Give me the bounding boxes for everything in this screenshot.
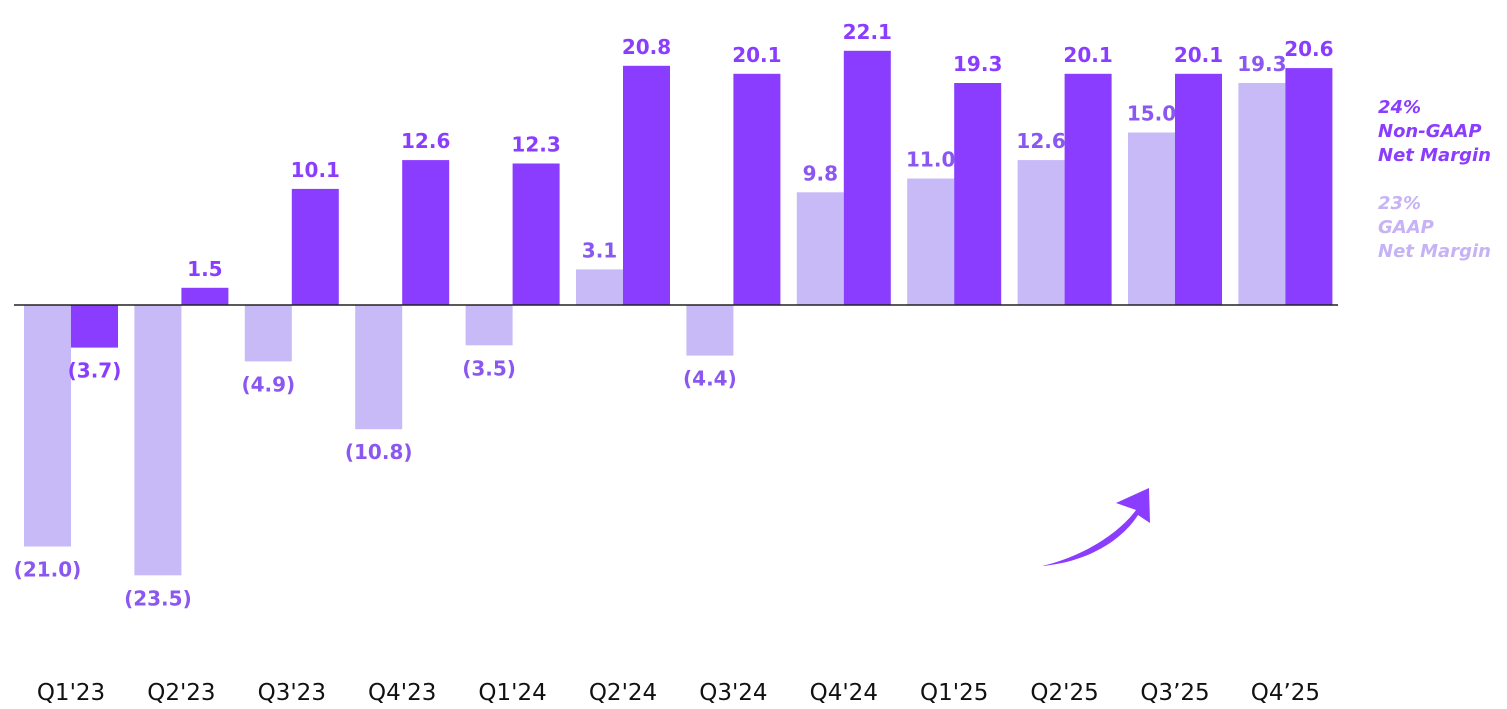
gaap-bar: [796, 192, 844, 305]
non-gaap-bar: [402, 160, 450, 305]
gaap-value-label: (4.4): [683, 367, 737, 391]
non-gaap-bar: [291, 188, 339, 305]
category-label: Q3’25: [1140, 680, 1209, 706]
category-label: Q1'24: [478, 680, 546, 706]
category-label: Q2'24: [589, 680, 657, 706]
gaap-bar: [1128, 132, 1175, 305]
gaap-bar: [576, 269, 623, 305]
gaap-value-label: 9.8: [803, 161, 838, 185]
category-label: Q2'23: [147, 680, 215, 706]
non-gaap-value-label: 20.8: [622, 35, 671, 59]
legend-non-gaap-percent: 24%: [1378, 97, 1421, 118]
non-gaap-bar: [71, 305, 118, 348]
gaap-value-label: 3.1: [582, 238, 617, 262]
non-gaap-value-label: 22.1: [843, 20, 892, 44]
non-gaap-value-label: 10.1: [291, 158, 340, 182]
non-gaap-bar: [512, 163, 560, 305]
gaap-value-label: 19.3: [1237, 52, 1286, 76]
non-gaap-bar: [843, 50, 891, 305]
gaap-bar: [1238, 83, 1286, 305]
category-label: Q3'24: [699, 680, 767, 706]
gaap-bar: [355, 305, 403, 430]
gaap-value-label: (23.5): [124, 586, 192, 610]
category-label: Q2'25: [1030, 680, 1098, 706]
non-gaap-value-label: 20.1: [732, 43, 781, 67]
legend: 24% Non-GAAP Net Margin 23% GAAP Net Mar…: [1378, 97, 1491, 262]
category-label: Q4'24: [810, 680, 878, 706]
gaap-value-label: 11.0: [906, 148, 955, 172]
gaap-bar: [134, 305, 182, 576]
non-gaap-bar: [1285, 68, 1333, 305]
non-gaap-bar: [954, 83, 1002, 305]
category-labels-group: Q1'23 Q2'23 Q3'23 Q4'23 Q1'24 Q2'24 Q3'24 Q4'24…: [37, 680, 1320, 706]
legend-non-gaap-line2: Net Margin: [1378, 145, 1491, 166]
gaap-value-label: (4.9): [241, 372, 295, 396]
non-gaap-value-label: 12.3: [511, 133, 560, 157]
non-gaap-bar: [1175, 73, 1222, 305]
non-gaap-value-label: 20.1: [1063, 43, 1112, 67]
non-gaap-bar: [733, 73, 781, 305]
legend-gaap-line1: GAAP: [1378, 217, 1434, 238]
non-gaap-value-label: (3.7): [68, 359, 122, 383]
non-gaap-value-label: 19.3: [953, 52, 1002, 76]
legend-gaap-line2: Net Margin: [1378, 241, 1491, 262]
category-label: Q4’25: [1251, 680, 1320, 706]
bars-group: [24, 50, 1333, 576]
gaap-bar: [465, 305, 513, 346]
category-label: Q1'25: [920, 680, 988, 706]
gaap-bar: [244, 305, 292, 362]
non-gaap-bar: [623, 65, 670, 305]
category-label: Q3'23: [258, 680, 326, 706]
gaap-value-label: 15.0: [1127, 102, 1176, 126]
non-gaap-bar: [1064, 73, 1112, 305]
value-labels-group: (21.0) (3.7) (23.5) 1.5 (4.9) 10.1 (10.8) 12.6 (…: [14, 20, 1334, 610]
non-gaap-value-label: 12.6: [401, 129, 450, 153]
non-gaap-value-label: 20.1: [1174, 43, 1223, 67]
non-gaap-value-label: 20.6: [1284, 37, 1333, 61]
category-label: Q4'23: [368, 680, 436, 706]
growth-arrow-icon: [1042, 488, 1150, 566]
category-label: Q1'23: [37, 680, 105, 706]
legend-non-gaap-line1: Non-GAAP: [1378, 121, 1482, 142]
gaap-value-label: (3.5): [462, 356, 516, 380]
non-gaap-bar: [181, 287, 229, 306]
legend-gaap-percent: 23%: [1378, 193, 1421, 214]
gaap-value-label: (21.0): [14, 558, 82, 582]
gaap-value-label: 12.6: [1016, 129, 1065, 153]
gaap-bar: [907, 178, 955, 305]
gaap-bar: [686, 305, 734, 356]
non-gaap-value-label: 1.5: [187, 257, 222, 281]
gaap-bar: [1017, 160, 1065, 305]
gaap-bar: [24, 305, 71, 547]
gaap-value-label: (10.8): [345, 440, 413, 464]
